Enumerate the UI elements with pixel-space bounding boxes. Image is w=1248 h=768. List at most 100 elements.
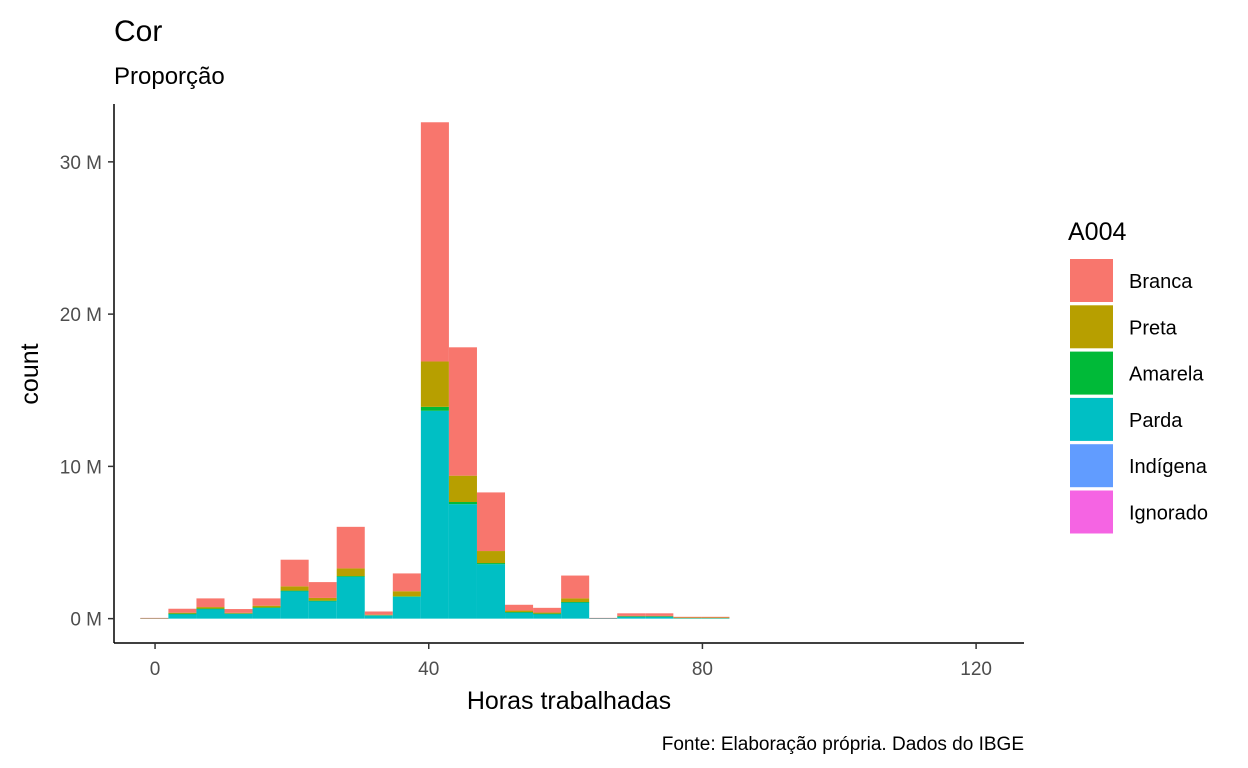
bar-segment [701,617,730,619]
bar-segment [673,616,702,618]
bar-segment [448,347,477,476]
bar-segment [364,615,393,619]
bar-segment [476,564,506,619]
bar-segment [701,617,730,619]
legend-key [1070,490,1113,534]
x-tick-label: 0 [150,659,161,680]
bar-segment [224,609,253,613]
y-tick-label: 10 M [60,457,102,478]
bar-segment [392,596,421,597]
bar-segment [533,613,562,619]
legend-label: Parda [1129,410,1183,432]
chart-subtitle: Proporção [114,63,225,90]
bar-segment [561,602,590,619]
bar-segment [645,613,674,616]
bars-layer [140,122,730,619]
bar-segment [364,614,393,616]
bar-segment [476,563,506,565]
legend-label: Indígena [1129,456,1208,478]
y-tick-label: 20 M [60,305,102,326]
bar-segment [336,568,365,576]
bar-segment [252,605,281,608]
bar-segment [364,611,393,615]
bar-segment [308,600,337,602]
bar-segment [336,576,365,577]
bar-segment [168,612,197,614]
bar-segment [617,616,646,619]
bar-segment [448,502,477,505]
bar-segment [673,617,702,619]
bar-segment [308,597,337,601]
bar-segment [280,590,309,619]
chart-caption: Fonte: Elaboração própria. Dados do IBGE [662,734,1024,755]
bar-segment [420,361,449,407]
legend: A004 Branca Preta Amarela Parda Indígena Igno… [1068,218,1208,534]
bar-segment [617,613,646,616]
bar-segment [336,576,365,619]
bar-segment [701,616,730,618]
bar-segment [533,612,562,614]
legend-key [1070,444,1113,488]
bar-segment [476,551,506,564]
bar-segment [224,612,253,614]
x-tick-label: 40 [418,659,439,680]
bar-segment [505,612,534,619]
chart-title: Cor [114,15,162,48]
bar-segment [533,607,562,613]
bar-segment [448,475,477,503]
bar-segment [561,602,590,603]
bar-segment [252,607,281,608]
x-tick-label: 120 [960,659,992,680]
bar-segment [505,610,534,613]
bar-segment [673,617,702,619]
bar-segment [645,615,674,617]
bar-segment [505,604,534,611]
bar-segment [476,492,506,552]
bar-segment [420,406,449,411]
y-axis-ticks: 0 M 10 M 20 M 30 M [60,153,114,631]
bar-segment [224,613,253,619]
bar-segment [280,559,309,587]
bar-segment [589,617,618,619]
legend-label: Branca [1129,271,1193,293]
bar-segment [392,573,421,592]
y-tick-label: 30 M [60,153,102,174]
bar-segment [196,608,225,619]
legend-title: A004 [1068,218,1126,246]
x-tick-label: 80 [692,659,713,680]
bar-segment [561,575,590,599]
bar-segment [589,618,618,619]
bar-segment [392,591,421,597]
bar-segment [196,607,225,609]
bar-segment [252,607,281,619]
bar-segment [168,613,197,615]
bar-segment [168,613,197,619]
bar-segment [168,608,197,613]
y-axis-title: count [16,343,44,404]
bar-segment [420,410,449,619]
legend-label: Amarela [1129,364,1204,386]
bar-segment [392,596,421,619]
bar-segment [645,616,674,619]
legend-key [1070,305,1113,349]
bar-segment [196,598,225,608]
x-axis-title: Horas trabalhadas [467,687,671,715]
bar-segment [420,122,449,362]
bar-segment [280,586,309,591]
legend-key [1070,397,1113,441]
legend-label: Preta [1129,317,1178,339]
bar-segment [448,504,477,619]
bar-segment [196,608,225,610]
bar-segment [617,615,646,617]
x-axis-ticks: 0 40 80 120 [150,643,992,680]
bar-segment [336,526,365,569]
bar-segment [505,612,534,613]
bar-segment [280,590,309,592]
legend-key [1070,259,1113,302]
bar-segment [252,598,281,606]
y-tick-label: 0 M [70,610,102,631]
legend-label: Ignorado [1129,503,1208,525]
bar-segment [561,598,590,603]
bar-segment [533,613,562,615]
